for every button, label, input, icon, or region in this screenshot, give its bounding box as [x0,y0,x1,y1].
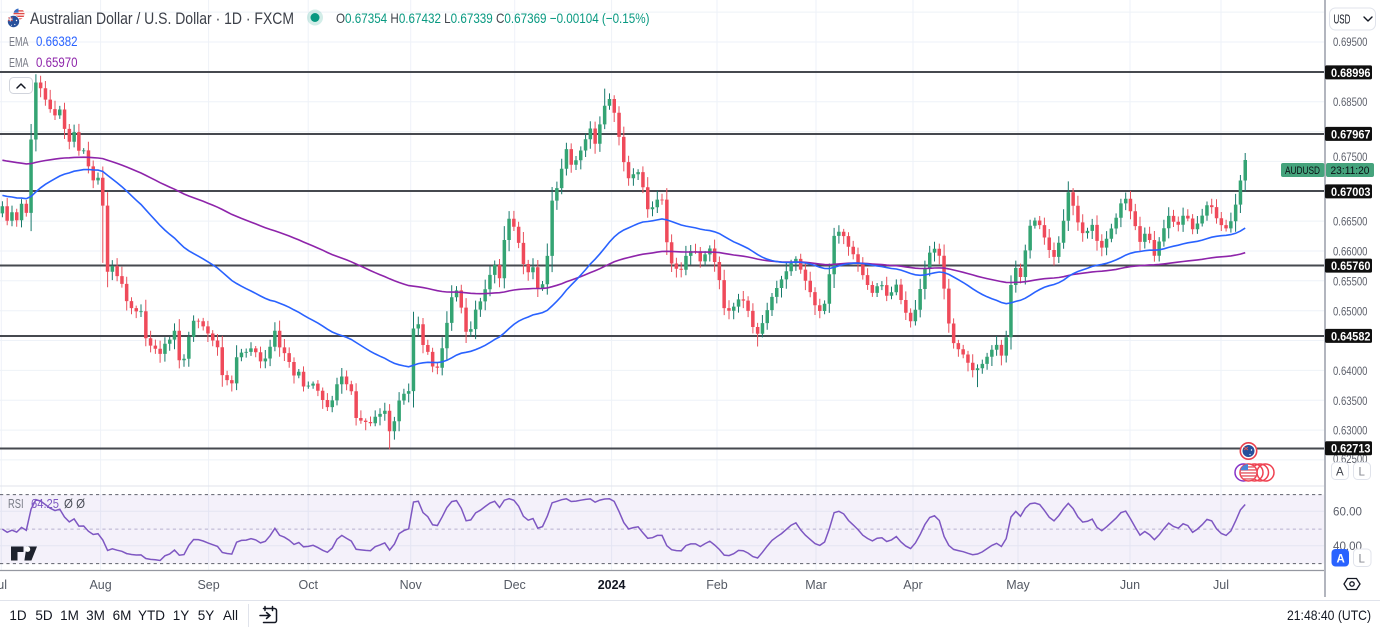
svg-text:3M: 3M [86,608,105,623]
svg-text:Apr: Apr [903,578,922,592]
svg-text:21:48:40 (UTC): 21:48:40 (UTC) [1287,607,1371,623]
svg-text:0.62713: 0.62713 [1331,443,1371,456]
svg-text:0.63000: 0.63000 [1333,425,1368,438]
svg-text:0.65500: 0.65500 [1333,275,1368,288]
svg-text:1D: 1D [9,608,27,623]
svg-text:60.00: 60.00 [1333,505,1362,518]
svg-text:0.66500: 0.66500 [1333,216,1368,229]
svg-text:O0.67354 H0.67432 L0.67339 C0.: O0.67354 H0.67432 L0.67339 C0.67369 −0.0… [336,10,650,26]
svg-text:L: L [1359,554,1366,566]
svg-text:Australian Dollar / U.S. Dolla: Australian Dollar / U.S. Dollar · 1D · F… [30,9,294,28]
svg-text:0.67500: 0.67500 [1333,151,1368,164]
svg-text:RSI: RSI [8,497,24,511]
svg-text:0.67967: 0.67967 [1331,128,1371,141]
svg-text:0.63500: 0.63500 [1333,395,1368,408]
svg-text:0.68500: 0.68500 [1333,96,1368,109]
svg-text:Oct: Oct [298,578,318,592]
svg-text:YTD: YTD [138,608,165,623]
svg-text:A: A [1337,554,1345,566]
svg-text:Nov: Nov [400,578,423,592]
svg-text:1M: 1M [60,608,79,623]
svg-text:1Y: 1Y [173,608,190,623]
svg-text:23:11:20: 23:11:20 [1331,165,1370,177]
svg-text:Dec: Dec [504,578,526,592]
svg-text:5D: 5D [35,608,53,623]
svg-text:0.66382: 0.66382 [36,34,78,49]
svg-text:All: All [223,608,238,623]
svg-text:5Y: 5Y [198,608,215,623]
svg-text:Jul: Jul [1213,578,1229,592]
svg-text:Jun: Jun [1120,578,1140,592]
svg-text:Sep: Sep [197,578,219,592]
svg-text:0.66000: 0.66000 [1333,246,1368,259]
svg-text:2024: 2024 [598,578,626,592]
svg-text:May: May [1006,578,1030,592]
svg-text:Aug: Aug [89,578,111,592]
svg-text:0.68996: 0.68996 [1331,67,1371,80]
svg-text:0.65970: 0.65970 [36,55,78,70]
svg-text:64.25: 64.25 [31,497,59,511]
svg-text:Mar: Mar [805,578,827,592]
svg-text:0.64582: 0.64582 [1331,330,1371,343]
svg-text:6M: 6M [113,608,132,623]
svg-text:Ø Ø: Ø Ø [64,497,85,511]
svg-text:Feb: Feb [706,578,728,592]
svg-text:EMA: EMA [9,55,29,70]
svg-text:0.65000: 0.65000 [1333,305,1368,318]
svg-text:Jul: Jul [0,578,7,592]
svg-text:USD: USD [1334,13,1351,27]
svg-text:0.65760: 0.65760 [1331,260,1371,273]
svg-text:0.64000: 0.64000 [1333,365,1368,378]
svg-text:AUDUSD: AUDUSD [1285,165,1320,177]
svg-text:L: L [1359,467,1366,479]
svg-text:A: A [1336,467,1344,479]
svg-text:EMA: EMA [9,34,29,49]
svg-text:0.69500: 0.69500 [1333,36,1368,49]
svg-text:0.67003: 0.67003 [1331,186,1371,199]
